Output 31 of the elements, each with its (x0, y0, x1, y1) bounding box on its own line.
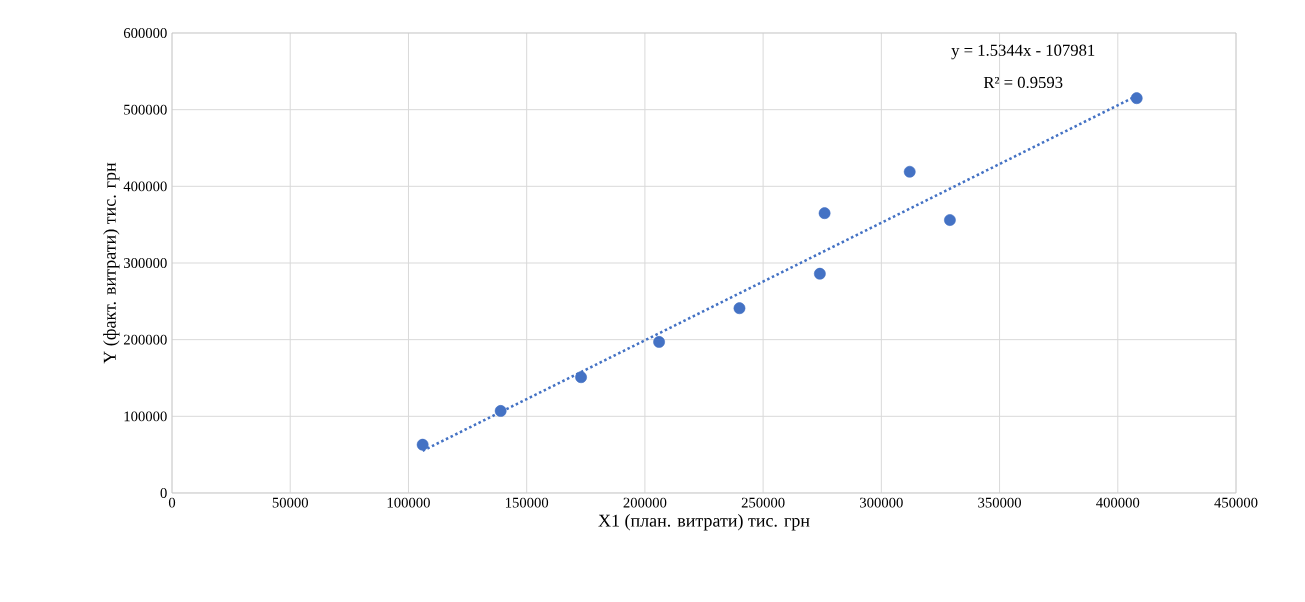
annotation: R² = 0.9593 (983, 76, 1063, 89)
y-axis-title: Y (факт. витрати) тис. грн (103, 162, 120, 364)
y-tick-label: 200000 (123, 334, 167, 345)
y-tick-label: 500000 (124, 104, 167, 115)
point (814, 267, 826, 280)
x-tick-label: 400000 (1096, 497, 1140, 508)
point (1130, 92, 1143, 105)
x-tick-label: 300000 (860, 497, 903, 508)
y-tick-label: 100000 (124, 411, 167, 422)
annotation: y = 1.5344x - 107981 (951, 44, 1095, 60)
x-axis-title: X1 (план. витрати) тис. грн (598, 514, 810, 531)
y-tick-label: 400000 (123, 181, 167, 192)
point (416, 438, 429, 451)
x-tick-label: 100000 (387, 497, 430, 508)
point (575, 371, 587, 384)
point (494, 405, 507, 417)
point (653, 336, 665, 348)
y-tick-label: 0 (160, 488, 167, 498)
y-tick-label: 300000 (124, 258, 167, 268)
x-tick-label: 350000 (978, 497, 1021, 508)
x-tick-label: 150000 (505, 497, 549, 508)
y-tick-label: 600000 (123, 28, 167, 38)
x-tick-label: 50000 (272, 497, 309, 508)
x-tick-label: 200000 (623, 497, 667, 508)
x-tick-label: 450000 (1214, 497, 1258, 508)
x-tick-label: 250000 (741, 497, 785, 508)
point (818, 207, 831, 220)
point (733, 302, 746, 315)
x-tick-label: 0 (168, 497, 176, 508)
point (903, 165, 916, 178)
point (944, 214, 956, 226)
